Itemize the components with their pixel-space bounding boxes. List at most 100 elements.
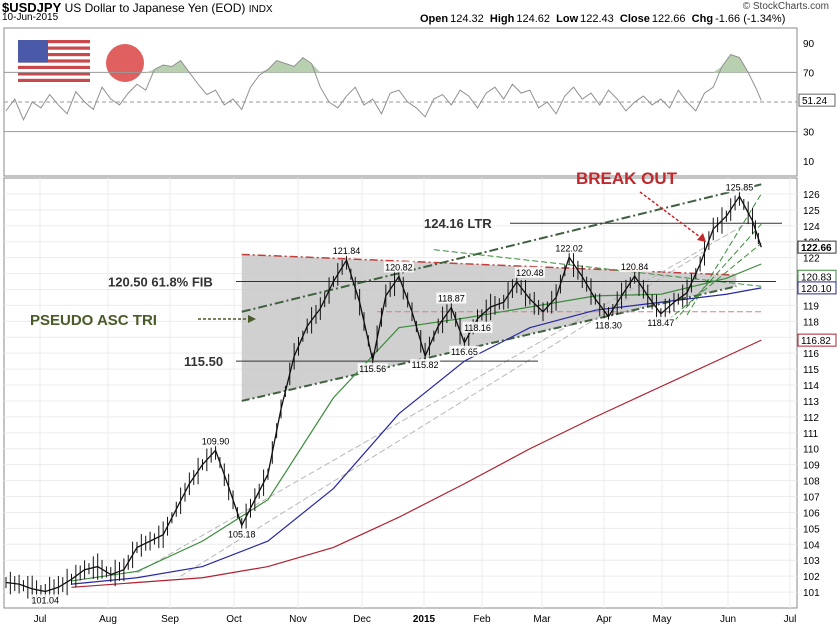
pseudo-tri-arrowhead — [248, 315, 256, 323]
data-label-bg — [514, 266, 545, 278]
ohlc-summary: Open 124.32 High 124.62 Low 122.43 Close 122… — [420, 13, 785, 25]
low-label: Low — [556, 13, 579, 25]
data-label: 109.90 — [202, 436, 230, 446]
data-label: 101.04 — [32, 595, 60, 605]
month-tick-label: 2015 — [413, 614, 436, 625]
price-tick-label: 112 — [803, 413, 819, 424]
instrument-name: US Dollar to Japanese Yen (EOD) — [64, 1, 246, 15]
price-tick-label: 101 — [803, 588, 820, 599]
price-tick-label: 114 — [803, 381, 819, 392]
data-label-bg — [724, 181, 755, 193]
data-label-bg — [383, 261, 414, 273]
price-tick-label: 102 — [803, 572, 820, 583]
month-tick-label: Jul — [34, 614, 47, 625]
month-tick-label: Dec — [353, 614, 371, 625]
close-label: Close — [619, 13, 650, 25]
source-credit: © StockCharts.com — [742, 1, 829, 12]
price-tick-label: 105 — [803, 524, 820, 535]
month-tick-label: Jun — [720, 614, 736, 625]
low-value: 122.43 — [580, 13, 614, 25]
last-value-label: 122.66 — [801, 243, 832, 254]
indicator-tick-label: 90 — [803, 39, 815, 50]
exchange: INDX — [248, 4, 273, 15]
open-value: 124.32 — [450, 13, 484, 25]
ltr-annotation: 124.16 LTR — [424, 216, 492, 231]
chart-header: $USDJPY US Dollar to Japanese Yen (EOD) … — [2, 0, 273, 15]
price-panel-frame — [3, 177, 798, 609]
data-label-bg — [357, 363, 388, 375]
month-tick-label: Jul — [784, 614, 797, 625]
close-value: 122.66 — [651, 13, 686, 25]
data-label-bg — [449, 345, 480, 357]
last-value-box — [797, 281, 837, 295]
price-tick-label: 126 — [803, 190, 820, 201]
price-tick-label: 111 — [803, 429, 819, 440]
price-tick-label: 116 — [803, 349, 819, 360]
data-label: 125.85 — [726, 182, 754, 192]
data-label: 122.02 — [555, 243, 583, 253]
support-annotation: 115.50 — [184, 354, 223, 369]
month-tick-label: Mar — [533, 614, 551, 625]
month-tick-label: Nov — [289, 614, 307, 625]
declining-resistance — [433, 249, 762, 287]
open-label: Open — [420, 13, 449, 25]
month-tick-label: Sep — [161, 614, 179, 625]
fib-annotation: 120.50 61.8% FIB — [108, 275, 213, 290]
data-label: 118.30 — [595, 321, 622, 331]
month-tick-label: Aug — [99, 614, 117, 625]
price-tick-label: 107 — [803, 493, 820, 504]
data-label-bg — [645, 316, 676, 328]
moving-average-line — [71, 339, 762, 588]
chg-label: Chg — [691, 13, 714, 25]
data-label-bg — [436, 292, 467, 304]
data-label: 120.84 — [621, 262, 649, 272]
data-label: 121.84 — [333, 246, 361, 256]
last-value-label: 120.10 — [801, 284, 832, 295]
us-flag-icon — [18, 40, 90, 82]
price-line — [5, 195, 762, 593]
data-label: 116.65 — [451, 347, 478, 357]
indicator-tick-label: 30 — [803, 128, 815, 139]
break-out-arrowhead — [697, 233, 706, 242]
indicator-line — [5, 54, 762, 121]
data-label: 115.82 — [412, 360, 439, 370]
data-label: 118.47 — [647, 318, 674, 328]
chart-date: 10-Jun-2015 — [2, 12, 59, 23]
indicator-tick-label: 70 — [803, 68, 815, 79]
pseudo-asc-tri-annotation: PSEUDO ASC TRI — [30, 312, 157, 329]
price-tick-label: 115 — [803, 365, 819, 376]
data-label: 118.16 — [464, 323, 491, 333]
indicator-tick-label: 10 — [803, 157, 815, 168]
high-value: 124.62 — [516, 13, 551, 25]
price-tick-label: 122 — [803, 254, 820, 265]
data-label-bg — [200, 435, 231, 447]
price-tick-label: 124 — [803, 222, 820, 233]
price-tick-label: 109 — [803, 461, 820, 472]
break-out-annotation: BREAK OUT — [576, 169, 678, 188]
data-label-bg — [331, 245, 362, 257]
price-tick-label: 110 — [803, 445, 819, 456]
zone-upper-line — [241, 253, 737, 276]
price-tick-label: 106 — [803, 508, 820, 519]
last-value-label: 120.83 — [801, 272, 832, 283]
data-label-bg — [554, 242, 585, 254]
moving-average-line — [71, 287, 762, 585]
price-tick-label: 108 — [803, 477, 820, 488]
data-label: 120.82 — [385, 262, 413, 272]
data-label: 105.18 — [228, 530, 256, 540]
price-tick-label: 113 — [803, 397, 819, 408]
data-label-bg — [619, 261, 650, 273]
japan-flag-icon — [106, 44, 144, 82]
last-value-box — [797, 333, 837, 347]
month-tick-label: Apr — [596, 614, 612, 625]
data-label: 115.56 — [359, 364, 386, 374]
data-label: 120.48 — [516, 268, 544, 278]
steep-uptrend-2 — [660, 242, 762, 327]
data-label-bg — [30, 594, 61, 606]
indicator-last-value-box — [798, 93, 836, 107]
data-label-bg — [462, 321, 493, 333]
price-tick-label: 104 — [803, 540, 820, 551]
steep-uptrend-3 — [686, 193, 762, 316]
break-out-arrow — [639, 191, 705, 241]
